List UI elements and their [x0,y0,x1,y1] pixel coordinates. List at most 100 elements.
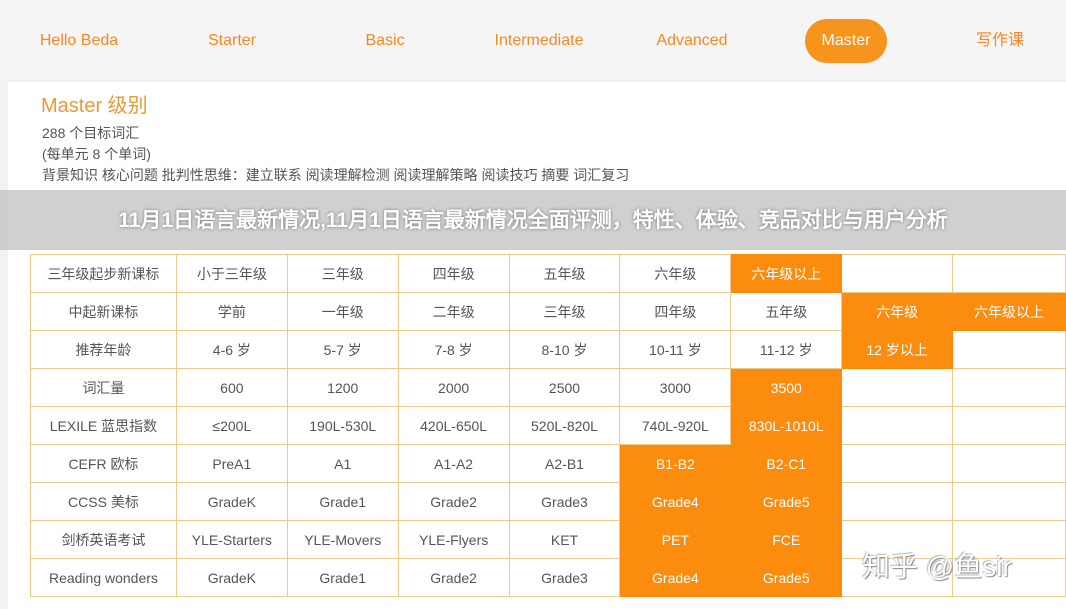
table-cell [841,406,954,445]
table-cell: 二年级 [397,292,510,331]
table-cell: YLE-Movers [286,520,399,559]
table-cell: 600 [175,368,288,407]
skills: 背景知识 核心问题 批判性思维：建立联系 阅读理解检测 阅读理解策略 阅读技巧 … [42,167,630,183]
vocab-count: 288 个目标词汇 [42,125,140,141]
table-cell: B2-C1 [730,444,843,483]
table-cell: B1-B2 [619,444,732,483]
table-row: 词汇量 600 1200 2000 2500 3000 3500 [30,368,1066,407]
row-label: 词汇量 [30,368,177,407]
table-cell: 四年级 [619,292,732,331]
table-cell: Grade5 [730,558,843,597]
table-cell: 190L-530L [286,406,399,445]
table-cell: GradeK [175,482,288,521]
table-cell: PreA1 [175,444,288,483]
table-cell: 三年级 [508,292,621,331]
watermark: 知乎 @鱼sir [862,551,1012,582]
table-cell: 520L-820L [508,406,621,445]
nav-hello-beda[interactable]: Hello Beda [39,32,119,49]
table-cell: 小于三年级 [175,254,288,293]
table-cell [841,482,954,521]
table-cell: 六年级以上 [952,292,1066,331]
table-cell: 740L-920L [619,406,732,445]
row-label: LEXILE 蓝思指数 [30,406,177,445]
table-cell [952,254,1066,293]
table-cell: Grade5 [730,482,843,521]
nav-basic[interactable]: Basic [365,32,405,49]
table-cell: A2-B1 [508,444,621,483]
table-row: CCSS 美标 GradeK Grade1 Grade2 Grade3 Grade4 Gra… [30,482,1066,521]
row-label: 推荐年龄 [30,330,177,369]
table-cell: 8-10 岁 [508,330,621,369]
table-cell [841,444,954,483]
nav-intermediate[interactable]: Intermediate [494,32,584,49]
table-cell: 2500 [508,368,621,407]
table-row: 剑桥英语考试 YLE-Starters YLE-Movers YLE-Flyers KE… [30,520,1066,559]
table-cell: A1 [286,444,399,483]
table-cell: Grade4 [619,482,732,521]
nav-advanced[interactable]: Advanced [656,32,728,49]
table-cell: 六年级以上 [730,254,843,293]
table-cell [952,406,1066,445]
table-cell: 10-11 岁 [619,330,732,369]
table-row: 中起新课标 学前 一年级 二年级 三年级 四年级 五年级 六年级 六年级以上 [30,292,1066,331]
table-cell [952,558,1066,597]
table-cell: 420L-650L [397,406,510,445]
table-row: 三年级起步新课标 小于三年级 三年级 四年级 五年级 六年级 六年级以上 [30,254,1066,293]
table-cell [952,368,1066,407]
table-cell: Grade3 [508,558,621,597]
row-label: CCSS 美标 [30,482,177,521]
level-comparison-table: 三年级起步新课标 小于三年级 三年级 四年级 五年级 六年级 六年级以上 中起新课标 学前 一年级… [30,254,1066,597]
table-cell: Grade3 [508,482,621,521]
table-cell: 1200 [286,368,399,407]
table-cell: PET [619,520,732,559]
table-cell: YLE-Starters [175,520,288,559]
table-cell: Grade2 [397,482,510,521]
table-cell: Grade1 [286,558,399,597]
table-cell: 12 岁以上 [841,330,954,369]
table-cell [952,444,1066,483]
table-row: LEXILE 蓝思指数 ≤200L 190L-530L 420L-650L 520L-8… [30,406,1066,445]
table-cell: FCE [730,520,843,559]
top-nav: Hello Beda Starter Basic Intermediate Ad… [0,0,1066,80]
table-cell: 四年级 [397,254,510,293]
table-cell: 三年级 [286,254,399,293]
nav-writing[interactable]: 写作课 [975,32,1025,49]
table-cell: 五年级 [508,254,621,293]
nav-master[interactable]: Master [805,19,887,63]
row-label: CEFR 欧标 [30,444,177,483]
row-label: Reading wonders [30,558,177,597]
nav-starter[interactable]: Starter [207,32,257,49]
table-row: Reading wonders GradeK Grade1 Grade2 Grade3 G… [30,558,1066,597]
table-cell: Grade1 [286,482,399,521]
table-cell: Grade2 [397,558,510,597]
title-overlay [0,190,1066,250]
table-cell: 830L-1010L [730,406,843,445]
level-heading: Master 级别 [41,95,148,117]
table-cell: 7-8 岁 [397,330,510,369]
table-cell: Grade4 [619,558,732,597]
table-cell: KET [508,520,621,559]
table-cell: ≤200L [175,406,288,445]
per-unit: (每单元 8 个单词) [42,146,151,162]
table-cell: 3500 [730,368,843,407]
article-title: 11月1日语言最新情况,11月1日语言最新情况全面评测，特性、体验、竞品对比与用… [118,208,948,232]
table-cell [841,254,954,293]
row-label: 剑桥英语考试 [30,520,177,559]
table-cell: YLE-Flyers [397,520,510,559]
table-cell: 5-7 岁 [286,330,399,369]
table-cell: A1-A2 [397,444,510,483]
table-cell: 4-6 岁 [175,330,288,369]
table-cell: GradeK [175,558,288,597]
table-cell [952,482,1066,521]
row-label: 三年级起步新课标 [30,254,177,293]
table-cell: 学前 [175,292,288,331]
table-cell: 3000 [619,368,732,407]
table-cell: 2000 [397,368,510,407]
table-cell: 六年级 [619,254,732,293]
table-cell [841,368,954,407]
table-cell [952,520,1066,559]
table-cell [841,558,954,597]
table-cell: 六年级 [841,292,954,331]
table-cell [952,330,1066,369]
